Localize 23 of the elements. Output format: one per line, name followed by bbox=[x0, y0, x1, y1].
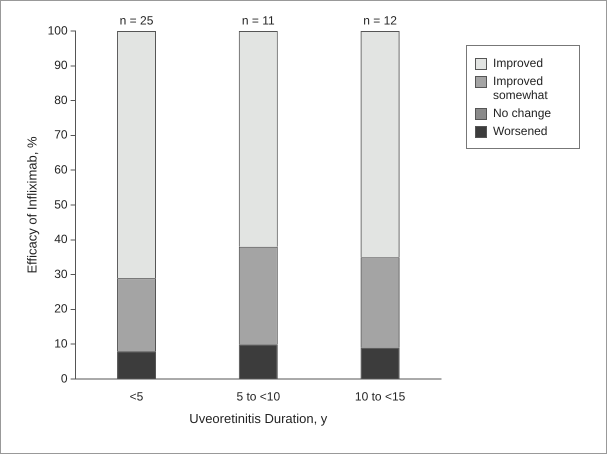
y-tick-label: 30 bbox=[54, 266, 68, 281]
y-tick-label: 70 bbox=[54, 128, 68, 142]
y-tick-label: 10 bbox=[54, 336, 68, 351]
y-tick-label: 90 bbox=[54, 58, 68, 72]
y-tick-label: 0 bbox=[60, 371, 68, 386]
y-tick-label: 100 bbox=[48, 23, 68, 38]
y-axis-title: Efficacy of Infliximab, % bbox=[24, 136, 40, 274]
x-tick-label: <5 bbox=[130, 390, 144, 404]
annotation: n = 25 bbox=[120, 13, 154, 28]
legend-label: Improved bbox=[493, 56, 544, 70]
y-tick-label: 40 bbox=[54, 232, 68, 246]
y-tick-label: 60 bbox=[54, 162, 68, 177]
y-tick-label: 20 bbox=[54, 302, 68, 316]
y-tick-label: 80 bbox=[54, 92, 68, 107]
annotation: n = 11 bbox=[242, 13, 276, 28]
x-tick-label: 10 to <15 bbox=[354, 390, 406, 404]
legend-label: Improved somewhat bbox=[493, 74, 549, 102]
annotation: n = 12 bbox=[363, 13, 398, 28]
y-tick-label: 50 bbox=[54, 197, 68, 212]
legend-label: Worsened bbox=[493, 124, 548, 138]
legend-label: No change bbox=[493, 106, 552, 120]
x-tick-label: 5 to <10 bbox=[236, 390, 280, 404]
x-axis-title: Uveoretinitis Duration, y bbox=[189, 410, 328, 426]
